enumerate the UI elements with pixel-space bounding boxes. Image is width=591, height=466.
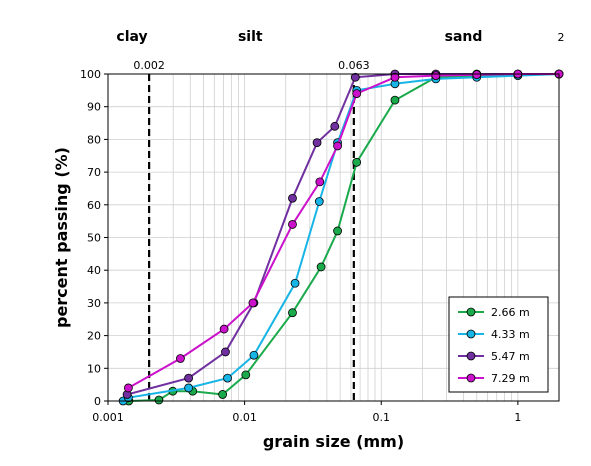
zone-label-silt: silt xyxy=(238,29,263,45)
data-point xyxy=(288,193,297,203)
legend-swatch-marker xyxy=(466,307,476,317)
data-point xyxy=(390,72,400,82)
reference-label: 0.002 xyxy=(133,59,165,72)
data-point xyxy=(290,278,300,288)
reference-label: 2 xyxy=(558,31,565,44)
data-point xyxy=(350,72,360,82)
legend-label: 4.33 m xyxy=(491,328,530,341)
y-tick-label: 20 xyxy=(87,330,101,343)
data-point xyxy=(352,89,362,99)
data-point xyxy=(184,373,194,383)
reference-lines: 0.002 0.063 2 xyxy=(133,31,565,401)
legend-label: 5.47 m xyxy=(491,350,530,363)
data-point xyxy=(330,121,340,131)
data-point xyxy=(221,347,230,357)
y-tick-label: 50 xyxy=(87,232,101,245)
legend-swatch-marker xyxy=(466,351,476,361)
y-tick-label: 80 xyxy=(87,133,101,146)
y-tick-label: 30 xyxy=(87,297,101,310)
y-tick-label: 40 xyxy=(87,264,101,277)
data-point xyxy=(223,373,232,383)
data-point xyxy=(431,71,441,81)
y-axis-title: percent passing (%) xyxy=(52,147,71,328)
data-point xyxy=(218,390,228,399)
series-line xyxy=(122,73,560,402)
y-tick-label: 10 xyxy=(87,362,101,375)
axis-ticks: 0 10 20 30 40 50 60 70 80 90 100 0.001 0.01 0.1 1 xyxy=(80,68,521,424)
data-point xyxy=(316,262,326,272)
data-point xyxy=(314,197,324,206)
y-tick-label: 70 xyxy=(87,166,101,179)
data-point xyxy=(352,157,362,167)
reference-label: 0.063 xyxy=(338,59,370,72)
zone-labels: clay silt sand xyxy=(116,29,482,45)
x-axis-title: grain size (mm) xyxy=(263,432,404,451)
y-tick-label: 60 xyxy=(87,199,101,212)
legend-swatch-marker xyxy=(466,329,476,339)
data-point xyxy=(154,395,164,405)
data-point xyxy=(123,383,133,393)
data-point xyxy=(249,350,259,360)
legend-label: 7.29 m xyxy=(491,372,530,385)
x-tick-label: 0.01 xyxy=(232,411,257,424)
data-point xyxy=(315,177,325,187)
data-point xyxy=(333,141,342,151)
x-tick-label: 0.1 xyxy=(372,411,390,424)
data-point xyxy=(176,354,185,363)
y-tick-label: 100 xyxy=(80,68,101,81)
zone-label-sand: sand xyxy=(445,29,483,45)
data-point xyxy=(472,70,482,80)
legend-swatch-marker xyxy=(466,373,476,383)
data-point xyxy=(288,220,297,229)
zone-label-clay: clay xyxy=(116,29,147,45)
y-tick-label: 0 xyxy=(94,395,101,408)
data-point xyxy=(241,370,251,380)
x-tick-label: 0.001 xyxy=(92,411,124,424)
data-point xyxy=(390,95,400,105)
data-point xyxy=(288,308,297,318)
data-point xyxy=(333,226,342,236)
x-tick-label: 1 xyxy=(514,411,521,424)
legend: 2.66 m 4.33 m 5.47 m 7.29 m xyxy=(448,296,549,393)
legend-label: 2.66 m xyxy=(491,306,530,319)
y-tick-label: 90 xyxy=(87,101,101,114)
data-point xyxy=(219,324,229,334)
data-point xyxy=(248,298,258,308)
data-point xyxy=(312,138,322,148)
data-point xyxy=(184,383,194,393)
